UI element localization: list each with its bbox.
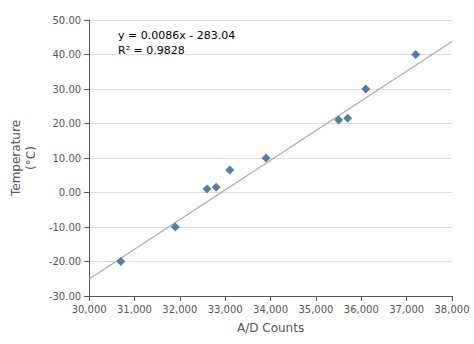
svg-text:-10.00: -10.00 xyxy=(49,222,81,233)
svg-text:20.00: 20.00 xyxy=(52,118,81,129)
svg-text:-20.00: -20.00 xyxy=(49,256,81,267)
svg-text:(°C): (°C) xyxy=(24,146,38,170)
svg-text:36,000: 36,000 xyxy=(344,304,379,315)
svg-text:-30.00: -30.00 xyxy=(49,291,81,302)
svg-text:R² = 0.9828: R² = 0.9828 xyxy=(118,44,185,57)
svg-text:31,000: 31,000 xyxy=(117,304,152,315)
svg-text:30.00: 30.00 xyxy=(52,84,81,95)
svg-text:30,000: 30,000 xyxy=(72,304,107,315)
svg-text:38,000: 38,000 xyxy=(435,304,470,315)
svg-text:50.00: 50.00 xyxy=(52,15,81,26)
svg-text:40.00: 40.00 xyxy=(52,49,81,60)
svg-text:y = 0.0086x - 283.04: y = 0.0086x - 283.04 xyxy=(118,29,235,42)
svg-text:10.00: 10.00 xyxy=(52,153,81,164)
svg-text:32,000: 32,000 xyxy=(162,304,197,315)
svg-text:37,000: 37,000 xyxy=(389,304,424,315)
svg-text:A/D Counts: A/D Counts xyxy=(237,321,304,335)
svg-text:35,000: 35,000 xyxy=(298,304,333,315)
svg-text:Temperature: Temperature xyxy=(9,120,23,197)
svg-text:34,000: 34,000 xyxy=(253,304,288,315)
svg-text:33,000: 33,000 xyxy=(208,304,243,315)
svg-text:0.00: 0.00 xyxy=(59,187,81,198)
